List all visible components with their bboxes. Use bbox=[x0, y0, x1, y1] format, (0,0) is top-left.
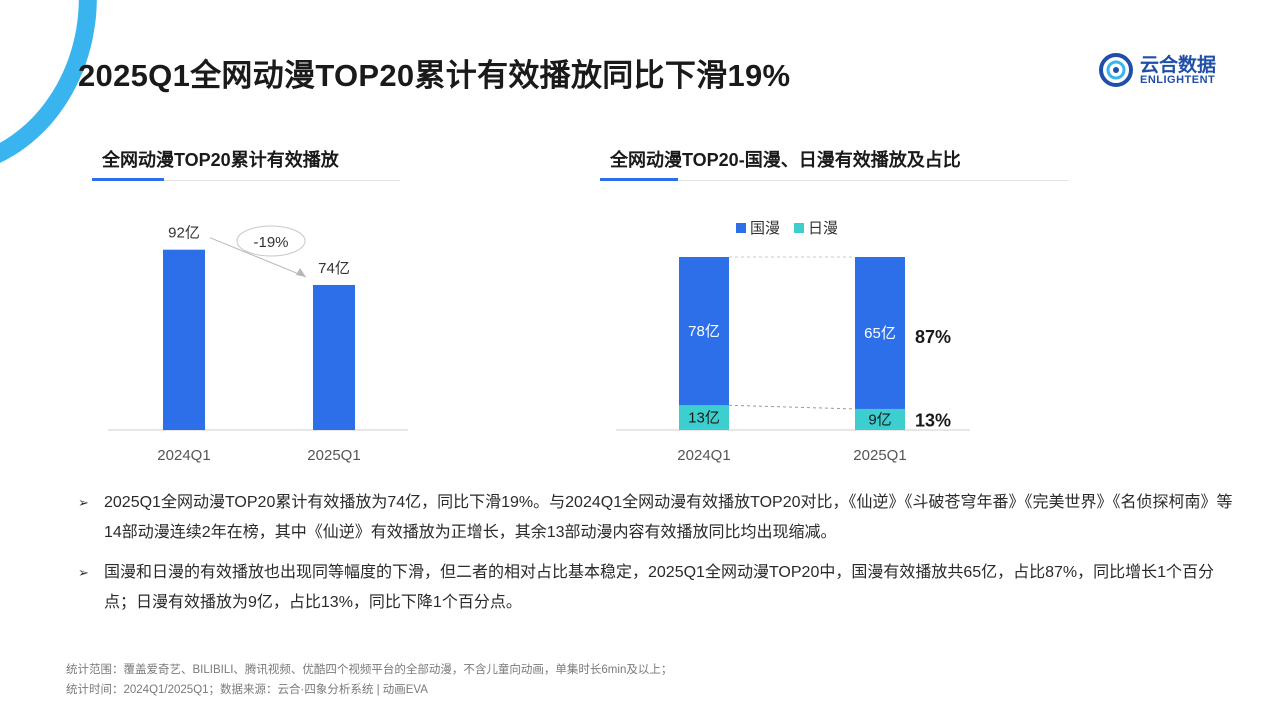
footer-scope: 统计范围：覆盖爱奇艺、BILIBILI、腾讯视频、优酷四个视频平台的全部动漫，不… bbox=[66, 660, 672, 680]
bar-2025Q1 bbox=[313, 285, 355, 430]
bullet-item: ➢ 国漫和日漫的有效播放也出现同等幅度的下滑，但二者的相对占比基本稳定，2025… bbox=[78, 558, 1238, 618]
logo-icon bbox=[1098, 52, 1134, 88]
segment-value-label: 78亿 bbox=[688, 323, 720, 340]
footer-notes: 统计范围：覆盖爱奇艺、BILIBILI、腾讯视频、优酷四个视频平台的全部动漫，不… bbox=[66, 660, 672, 700]
footer-source: 统计时间：2024Q1/2025Q1；数据来源：云合·四象分析系统 | 动画EV… bbox=[66, 680, 672, 700]
bar-value-label: 74亿 bbox=[318, 260, 350, 277]
share-label-guoman: 87% bbox=[915, 327, 951, 347]
bullet-arrow-icon: ➢ bbox=[78, 488, 89, 518]
connector-split bbox=[729, 405, 855, 409]
x-tick-label: 2024Q1 bbox=[677, 447, 730, 464]
left-chart-title: 全网动漫TOP20累计有效播放 bbox=[102, 146, 339, 172]
legend-swatch bbox=[736, 223, 746, 233]
bullet-arrow-icon: ➢ bbox=[78, 558, 89, 588]
segment-value-label: 65亿 bbox=[864, 325, 896, 342]
legend-label: 国漫 bbox=[750, 220, 780, 237]
bullet-list: ➢ 2025Q1全网动漫TOP20累计有效播放为74亿，同比下滑19%。与202… bbox=[78, 488, 1238, 628]
total-play-bar-chart: 92亿 2024Q1 74亿 2025Q1 -19% bbox=[100, 200, 420, 480]
x-tick-label: 2024Q1 bbox=[157, 447, 210, 464]
change-annotation: -19% bbox=[253, 234, 288, 251]
legend-label: 日漫 bbox=[808, 220, 838, 237]
logo-text-cn: 云合数据 bbox=[1140, 50, 1216, 77]
x-tick-label: 2025Q1 bbox=[853, 447, 906, 464]
segment-value-label: 9亿 bbox=[868, 411, 891, 428]
bullet-text: 2025Q1全网动漫TOP20累计有效播放为74亿，同比下滑19%。与2024Q… bbox=[104, 494, 1233, 541]
bullet-item: ➢ 2025Q1全网动漫TOP20累计有效播放为74亿，同比下滑19%。与202… bbox=[78, 488, 1238, 548]
bullet-text: 国漫和日漫的有效播放也出现同等幅度的下滑，但二者的相对占比基本稳定，2025Q1… bbox=[104, 564, 1214, 611]
legend-swatch bbox=[794, 223, 804, 233]
bar-2024Q1 bbox=[163, 250, 205, 430]
stacked-share-bar-chart: 国漫 日漫 13亿 78亿 2024Q1 9亿 65亿 2025Q1 87% 13% bbox=[600, 200, 1020, 480]
x-tick-label: 2025Q1 bbox=[307, 447, 360, 464]
bar-value-label: 92亿 bbox=[168, 225, 200, 242]
segment-value-label: 13亿 bbox=[688, 410, 720, 427]
right-title-accent bbox=[600, 178, 678, 181]
logo-text-en: ENLIGHTENT bbox=[1140, 74, 1215, 86]
decline-arrow-head-icon bbox=[296, 268, 306, 277]
page-title: 2025Q1全网动漫TOP20累计有效播放同比下滑19% bbox=[78, 50, 790, 95]
logo: 云合数据 ENLIGHTENT bbox=[1098, 48, 1228, 92]
share-label-riman: 13% bbox=[915, 410, 951, 430]
left-title-accent bbox=[92, 178, 164, 181]
right-chart-title: 全网动漫TOP20-国漫、日漫有效播放及占比 bbox=[610, 146, 961, 172]
